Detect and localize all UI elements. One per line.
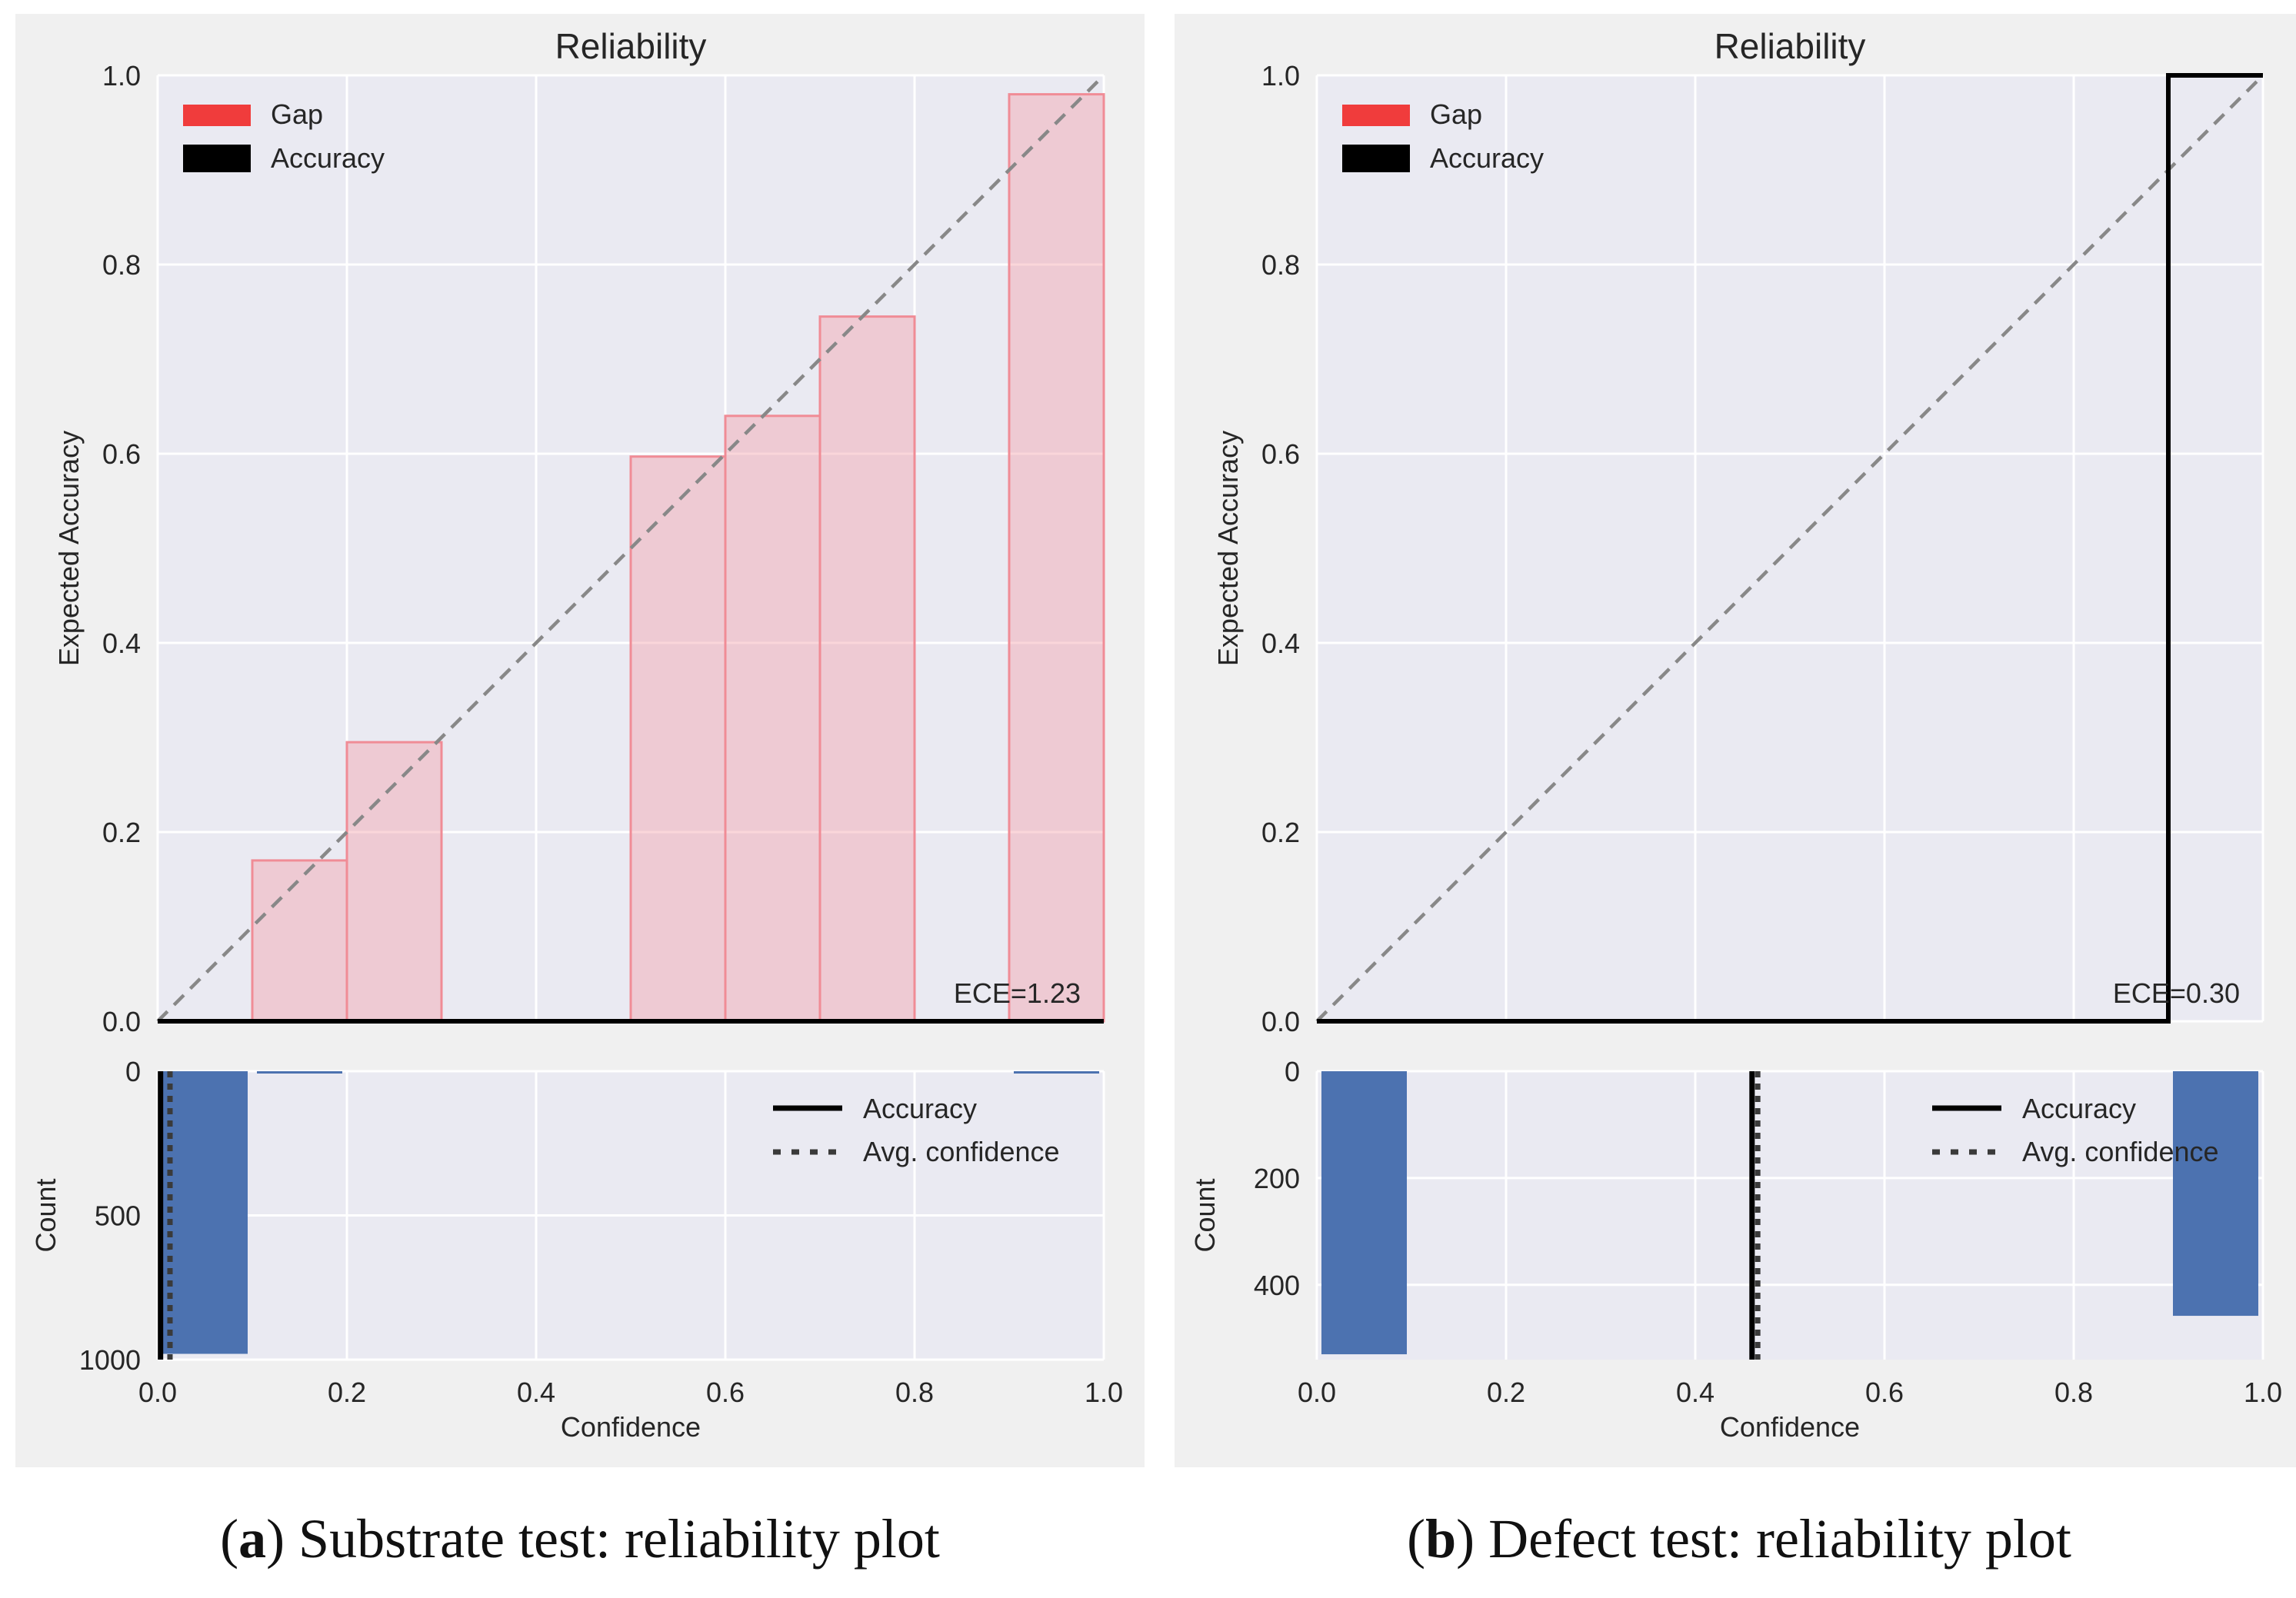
hist-legend-accuracy-label: Accuracy (2022, 1093, 2136, 1124)
accuracy-line (1317, 73, 2263, 1024)
chart-title: Reliability (555, 26, 707, 66)
subplot-a: Reliability 0.0 0.2 0.4 0.6 0.8 1.0 Expected Ac… (15, 14, 1145, 1467)
hist-y-tick-label: 500 (95, 1200, 141, 1232)
y-tick-label: 0.6 (1261, 438, 1300, 470)
x-tick-label: 0.4 (1676, 1377, 1715, 1408)
y-tick-label: 1.0 (102, 60, 141, 92)
hist-legend-avg-confidence-label: Avg. confidence (863, 1136, 1060, 1167)
x-tick-label: 1.0 (2244, 1377, 2282, 1408)
y-tick-label: 0.6 (102, 438, 141, 470)
y-tick-label: 0.2 (1261, 817, 1300, 848)
legend-accuracy-label: Accuracy (1430, 142, 1544, 174)
legend-gap-swatch (1342, 105, 1410, 126)
y-tick-label: 0.0 (1261, 1006, 1300, 1037)
gap-bar (251, 859, 348, 1023)
legend-gap-swatch (183, 105, 251, 126)
hist-y-tick-label: 0 (125, 1056, 141, 1087)
hist-y-tick-label: 0 (1285, 1056, 1300, 1087)
y-tick-label: 0.8 (102, 249, 141, 281)
gap-bar (1008, 93, 1105, 1023)
x-tick-label: 0.8 (2054, 1377, 2093, 1408)
x-axis-label: Confidence (1720, 1411, 1860, 1443)
hist-axes-background (1317, 1071, 2263, 1360)
y-tick-label: 0.4 (102, 628, 141, 659)
y-axis-label: Expected Accuracy (53, 431, 85, 666)
legend-gap-label: Gap (1430, 98, 1482, 130)
hist-y-axis-label: Count (30, 1178, 62, 1252)
caption-text: Substrate test: reliability plot (285, 1508, 940, 1570)
hist-y-tick-label: 200 (1254, 1163, 1300, 1194)
hist-bar (1321, 1071, 1407, 1355)
hist-y-axis-label: Count (1189, 1178, 1221, 1252)
hist-legend-avg-confidence-label: Avg. confidence (2022, 1136, 2219, 1167)
x-tick-label: 0.8 (895, 1377, 934, 1408)
x-axis-label: Confidence (561, 1411, 701, 1443)
ece-label: ECE=0.30 (2113, 977, 2240, 1009)
x-tick-label: 0.6 (1865, 1377, 1904, 1408)
reliability-figure-b: Reliability 0.0 0.2 0.4 0.6 0.8 1.0 Expected Ac… (1189, 26, 2282, 1443)
legend-accuracy-swatch (1342, 145, 1410, 172)
ece-label: ECE=1.23 (954, 977, 1081, 1009)
hist-bar (257, 1071, 342, 1074)
x-tick-label: 1.0 (1085, 1377, 1123, 1408)
gap-bar (818, 315, 916, 1023)
x-tick-label: 0.0 (138, 1377, 177, 1408)
caption-letter: b (1425, 1508, 1457, 1570)
y-tick-label: 0.0 (102, 1006, 141, 1037)
gap-bar (724, 414, 821, 1023)
hist-bar (162, 1071, 248, 1354)
reliability-figure-a: Reliability 0.0 0.2 0.4 0.6 0.8 1.0 Expected Ac… (30, 26, 1123, 1443)
y-tick-label: 0.8 (1261, 249, 1300, 281)
hist-bar (1014, 1071, 1099, 1074)
x-tick-label: 0.2 (328, 1377, 366, 1408)
x-tick-label: 0.4 (517, 1377, 555, 1408)
x-tick-label: 0.2 (1487, 1377, 1525, 1408)
caption-text: Defect test: reliability plot (1475, 1508, 2071, 1570)
y-axis-label: Expected Accuracy (1212, 431, 1244, 666)
hist-y-tick-label: 1000 (79, 1344, 141, 1376)
legend-gap-label: Gap (271, 98, 323, 130)
hist-y-tick-label: 400 (1254, 1270, 1300, 1301)
y-tick-label: 1.0 (1261, 60, 1300, 92)
x-tick-label: 0.0 (1298, 1377, 1336, 1408)
chart-title: Reliability (1715, 26, 1866, 66)
legend-accuracy-swatch (183, 145, 251, 172)
y-tick-label: 0.2 (102, 817, 141, 848)
gap-bar (629, 455, 727, 1023)
perfect-calibration-line (1315, 74, 2264, 1023)
hist-bar (2173, 1071, 2258, 1317)
perfect-calibration-line (156, 74, 1105, 1023)
y-tick-label: 0.4 (1261, 628, 1300, 659)
caption-a: (a) Substrate test: reliability plot (220, 1508, 940, 1570)
x-tick-label: 0.6 (706, 1377, 745, 1408)
hist-legend-accuracy-label: Accuracy (863, 1093, 977, 1124)
subplot-b: Reliability 0.0 0.2 0.4 0.6 0.8 1.0 Expected Ac… (1175, 14, 2296, 1467)
gap-bar (345, 741, 443, 1023)
legend-accuracy-label: Accuracy (271, 142, 385, 174)
caption-letter: a (238, 1508, 267, 1570)
caption-b: (b) Defect test: reliability plot (1407, 1508, 2071, 1570)
